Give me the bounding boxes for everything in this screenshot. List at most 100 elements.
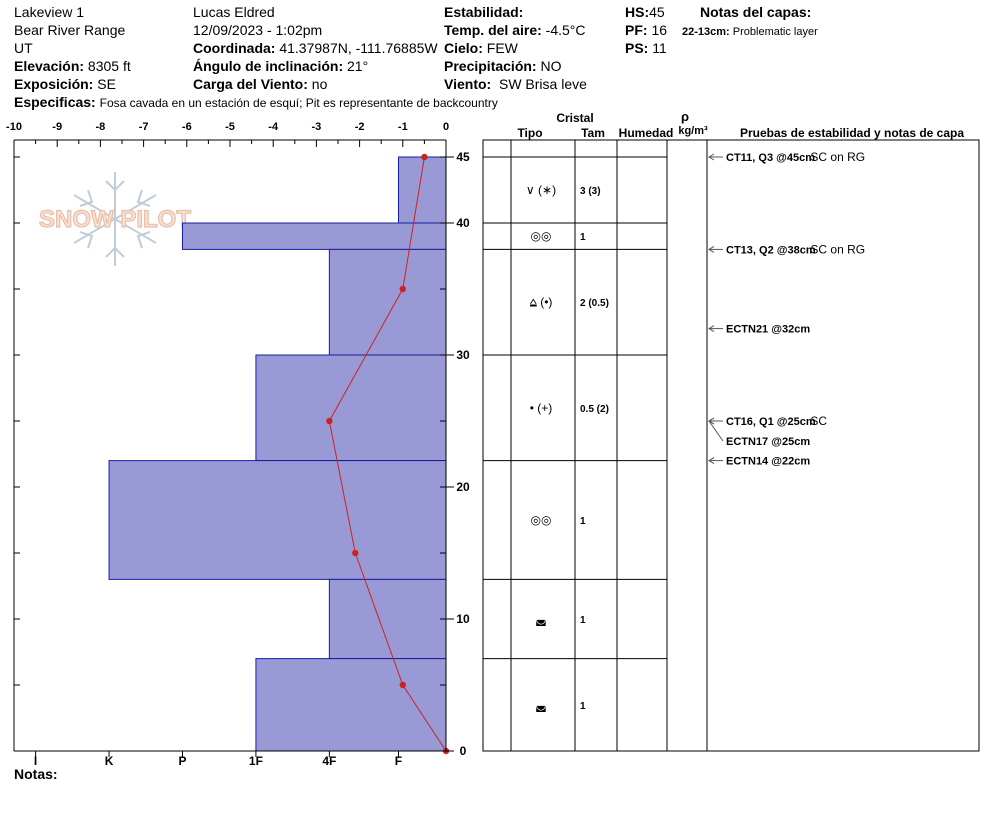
type-header: Tipo xyxy=(517,126,542,140)
stability-test-extra: SC on RG xyxy=(810,150,865,164)
density-symbol: ρ xyxy=(681,109,689,124)
pf-value: 16 xyxy=(651,22,668,38)
crystal-size: 1 xyxy=(580,232,586,243)
test-arrow-head xyxy=(708,417,715,425)
specifics: Especificas: Fosa cavada en un estación … xyxy=(14,94,498,111)
temp-tick-label: -3 xyxy=(312,121,322,133)
test-arrow-head xyxy=(708,325,715,333)
temp-tick-label: 0 xyxy=(443,121,449,133)
temperature-profile xyxy=(326,153,450,755)
temperature-point xyxy=(399,285,406,293)
temperature-point xyxy=(421,153,428,161)
sky: Cielo: FEW xyxy=(444,40,518,56)
temp-tick-label: -5 xyxy=(225,121,235,133)
wind-load: Carga del Viento: no xyxy=(193,76,327,92)
stability-test-label: CT16, Q1 @25cm xyxy=(726,416,816,428)
wind-load-value: no xyxy=(311,76,328,92)
depth-tick-label: 20 xyxy=(456,480,470,494)
pf-label: PF: xyxy=(625,22,648,38)
test-arrow-line xyxy=(708,420,724,442)
sky-label: Cielo: xyxy=(444,40,483,56)
crystal-type-symbol: ⩠ (•) xyxy=(530,295,553,309)
sky-value: FEW xyxy=(486,40,518,56)
hardness-tick-label: K xyxy=(105,754,114,768)
layer-note: 22-13cm: Problematic layer xyxy=(682,24,818,40)
coord-value: 41.37987N, -111.76885W xyxy=(279,40,438,56)
aspect-label: Exposición: xyxy=(14,76,94,92)
wind: Viento: SW Brisa leve xyxy=(444,76,587,92)
specifics-value: Fosa cavada en un estación de esquí; Pit… xyxy=(99,96,498,110)
crystal-type-symbol: ◎◎ xyxy=(531,229,552,243)
aspect-value: SE xyxy=(97,76,116,92)
hardness-bar xyxy=(255,354,447,462)
stability-test-label: ECTN14 @22cm xyxy=(726,456,810,468)
ps-label: PS: xyxy=(625,40,649,56)
crystal-type-symbol: ◎◎ xyxy=(531,513,552,527)
stability-test-label: ECTN17 @25cm xyxy=(726,436,810,448)
hardness-bar xyxy=(255,658,447,752)
temperature-point xyxy=(326,417,333,425)
hardness-bar xyxy=(328,248,447,356)
hardness-tick-label: I xyxy=(34,754,37,768)
air-temp: Temp. del aire: -4.5°C xyxy=(444,22,586,38)
stability-label: Estabilidad: xyxy=(444,4,524,20)
layer-table: Cristal Tipo Tam Humedad ρkg/m³ Pruebas de es… xyxy=(482,109,980,752)
depth-tick-label: 10 xyxy=(456,612,470,626)
hs: HS:45 xyxy=(625,4,665,20)
depth-tick-label: 30 xyxy=(456,348,470,362)
wind-load-label: Carga del Viento: xyxy=(193,76,308,92)
observation-datetime: 12/09/2023 - 1:02pm xyxy=(193,22,323,38)
pf: PF: 16 xyxy=(625,22,667,38)
depth-tick-label: 40 xyxy=(456,216,470,230)
density-unit: kg/m³ xyxy=(678,125,708,137)
ps-value: 11 xyxy=(652,40,667,56)
hs-label: HS: xyxy=(625,4,650,20)
temp-tick-label: -4 xyxy=(268,121,279,133)
stability-test-label: ECTN21 @32cm xyxy=(726,324,810,336)
layer-note-range: 22-13cm: xyxy=(682,26,730,38)
air-temp-label: Temp. del aire: xyxy=(444,22,542,38)
snowpilot-logo: SNOW PILOT xyxy=(38,172,192,266)
precip-label: Precipitación: xyxy=(444,58,537,74)
temp-tick-label: -10 xyxy=(6,121,22,133)
moisture-header: Humedad xyxy=(619,126,674,140)
layer-note-text: Problematic layer xyxy=(732,26,818,38)
temperature-point xyxy=(399,681,406,689)
hardness-bar xyxy=(108,460,447,580)
layer-notes-title: Notas del capas: xyxy=(700,4,812,20)
specifics-label: Especificas: xyxy=(14,94,96,110)
temp-tick-label: -6 xyxy=(182,121,192,133)
tests-header: Pruebas de estabilidad y notas de capa xyxy=(740,126,964,140)
observer-name: Lucas Eldred xyxy=(193,4,275,20)
test-arrow-head xyxy=(708,245,715,253)
hardness-bars xyxy=(108,156,447,752)
temp-tick-label: -9 xyxy=(52,121,62,133)
mountain-range: Bear River Range xyxy=(14,22,126,38)
crystal-size: 1 xyxy=(580,701,586,712)
elevation-value: 8305 ft xyxy=(87,58,131,74)
hardness-bar xyxy=(181,222,447,250)
wind-value: SW Brisa leve xyxy=(498,76,587,92)
logo-text: SNOW PILOT xyxy=(39,206,191,233)
crystal-header: Cristal xyxy=(556,111,593,125)
incline-label: Ángulo de inclinación: xyxy=(193,58,344,74)
hs-value: 45 xyxy=(649,4,665,20)
depth-tick-label: 0 xyxy=(460,744,467,758)
crystal-size: 1 xyxy=(580,615,586,626)
stability-test-extra: SC xyxy=(810,414,827,428)
temperature-line xyxy=(328,156,447,752)
test-arrow-head xyxy=(708,153,715,161)
temp-tick-label: -8 xyxy=(96,121,106,133)
hardness-bar xyxy=(397,156,447,224)
stability-test-label: CT11, Q3 @45cm xyxy=(726,152,815,164)
crystal-type-symbol: • (+) xyxy=(530,401,553,415)
snowflake-icon xyxy=(73,172,157,266)
stability-test-label: CT13, Q2 @38cm xyxy=(726,244,816,256)
hardness-tick-label: F xyxy=(395,754,402,768)
location-name: Lakeview 1 xyxy=(14,4,85,20)
precipitation: Precipitación: NO xyxy=(444,58,561,74)
coordinates: Coordinada: 41.37987N, -111.76885W xyxy=(193,40,438,56)
crystal-type-symbol: ◛ xyxy=(535,612,547,626)
